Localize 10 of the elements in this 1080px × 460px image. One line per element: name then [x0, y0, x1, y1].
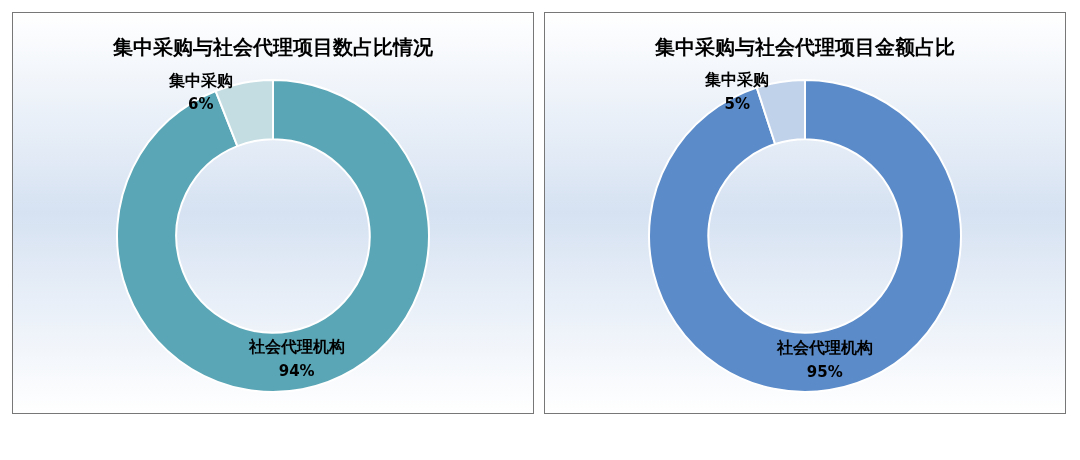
slice-label: 社会代理机构: [775, 337, 873, 357]
chart-title: 集中采购与社会代理项目数占比情况: [112, 35, 434, 60]
data-label: 5%: [724, 94, 751, 113]
data-label: 6%: [188, 95, 214, 114]
slice-label: 集中采购: [167, 70, 233, 90]
chart-title: 集中采购与社会代理项目金额占比: [654, 35, 955, 60]
slice-label: 社会代理机构: [247, 337, 345, 357]
data-label: 94%: [278, 362, 315, 381]
data-label: 95%: [806, 362, 843, 381]
slice-label: 集中采购: [704, 69, 770, 89]
